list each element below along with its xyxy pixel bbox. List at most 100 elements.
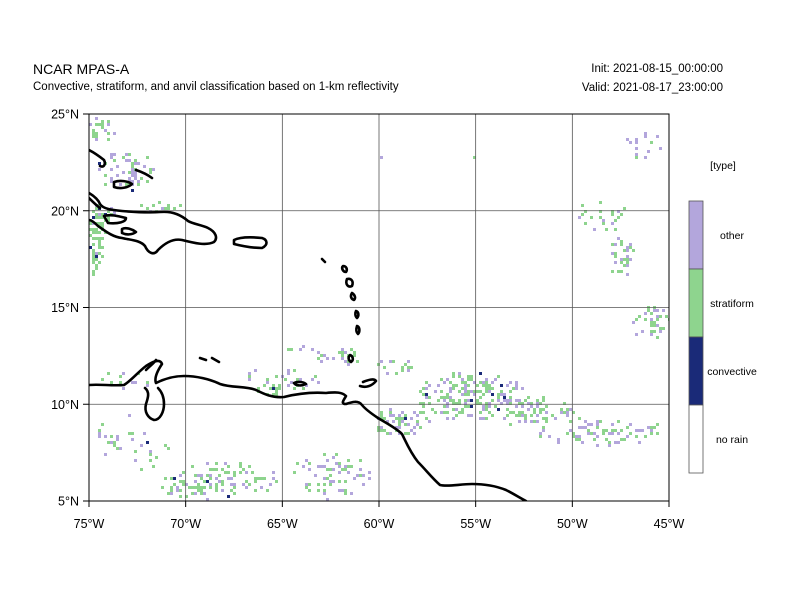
precip-cell: [428, 396, 431, 399]
precip-cell: [401, 411, 404, 414]
precip-cell: [92, 249, 95, 252]
precip-cell: [407, 366, 410, 369]
precip-cell: [398, 414, 401, 417]
precip-cell: [515, 414, 518, 417]
precip-cell: [566, 411, 569, 414]
precip-cell: [149, 171, 152, 174]
precip-cell: [98, 261, 101, 264]
precip-cell: [101, 378, 104, 381]
precip-cell: [98, 216, 101, 219]
precip-cell: [92, 231, 95, 234]
precip-cell: [590, 216, 593, 219]
legend-title: [type]: [710, 160, 736, 172]
precip-cell: [587, 429, 590, 432]
precip-cell: [467, 390, 470, 393]
precip-cell: [182, 483, 185, 486]
precip-cell: [245, 480, 248, 483]
precip-cell: [113, 441, 116, 444]
precip-cell: [464, 393, 467, 396]
precip-cell: [134, 381, 137, 384]
x-tick-label: 50°W: [557, 517, 588, 531]
precip-cell: [95, 231, 98, 234]
precip-cell: [296, 462, 299, 465]
precip-cell: [194, 480, 197, 483]
x-tick-label: 45°W: [654, 517, 685, 531]
precip-cell: [623, 258, 626, 261]
precip-cell: [491, 381, 494, 384]
precip-cell: [206, 498, 209, 501]
precip-cell: [497, 396, 500, 399]
precip-cell: [224, 471, 227, 474]
precip-cell: [626, 246, 629, 249]
coastline-lesser-antilles-7: [347, 353, 355, 364]
precip-cell: [614, 219, 617, 222]
precip-cell: [209, 483, 212, 486]
precip-cell: [653, 309, 656, 312]
precip-cell: [581, 441, 584, 444]
precip-cell: [482, 393, 485, 396]
precip-cell: [125, 183, 128, 186]
precip-cell: [611, 423, 614, 426]
precip-cell: [326, 468, 329, 471]
precip-cell: [515, 384, 518, 387]
precip-cell: [509, 411, 512, 414]
precip-cell: [659, 330, 662, 333]
precip-cell: [167, 204, 170, 207]
precip-cell: [407, 369, 410, 372]
precip-cell: [302, 387, 305, 390]
precip-cell: [248, 483, 251, 486]
legend-swatch-other: [688, 200, 704, 270]
precip-cell: [440, 396, 443, 399]
precip-cell: [455, 384, 458, 387]
precip-cell: [137, 180, 140, 183]
precip-cell: [227, 471, 230, 474]
precip-cell: [146, 207, 149, 210]
precip-cell: [638, 441, 641, 444]
precip-cell: [488, 384, 491, 387]
precip-cell: [515, 387, 518, 390]
precip-cell: [107, 132, 110, 135]
precip-cell: [215, 486, 218, 489]
precip-cell: [164, 477, 167, 480]
precip-cell: [182, 471, 185, 474]
precip-cell: [128, 414, 131, 417]
precip-cell: [320, 354, 323, 357]
precip-cell: [545, 405, 548, 408]
precip-cell: [227, 477, 230, 480]
precip-cell: [650, 432, 653, 435]
precip-cell: [491, 387, 494, 390]
precip-cell: [467, 378, 470, 381]
precip-cell: [347, 465, 350, 468]
precip-cell: [563, 411, 566, 414]
precip-cell: [383, 429, 386, 432]
precip-cell: [620, 270, 623, 273]
precip-cell: [377, 426, 380, 429]
precip-cell: [98, 432, 101, 435]
precip-cell: [458, 411, 461, 414]
precip-cell: [98, 237, 101, 240]
precip-cell: [485, 390, 488, 393]
precip-cell: [116, 447, 119, 450]
precip-cell: [659, 147, 662, 150]
precip-cell: [275, 393, 278, 396]
precip-cell: [197, 489, 200, 492]
precip-cell: [125, 159, 128, 162]
precip-cell: [512, 387, 515, 390]
precip-cell: [650, 321, 653, 324]
precip-cell: [650, 330, 653, 333]
precip-cell: [95, 117, 98, 120]
precip-cell: [485, 402, 488, 405]
precip-cell: [395, 372, 398, 375]
precip-cell: [572, 411, 575, 414]
precip-cell: [644, 318, 647, 321]
precip-cell: [122, 387, 125, 390]
precip-cell: [323, 465, 326, 468]
precip-cell: [140, 444, 143, 447]
precip-cell: [326, 459, 329, 462]
precip-cell: [194, 474, 197, 477]
precip-cell: [656, 432, 659, 435]
coastline-trinidad: [358, 378, 378, 389]
precip-cell: [305, 459, 308, 462]
precip-cell: [470, 399, 473, 402]
precip-cell: [647, 309, 650, 312]
